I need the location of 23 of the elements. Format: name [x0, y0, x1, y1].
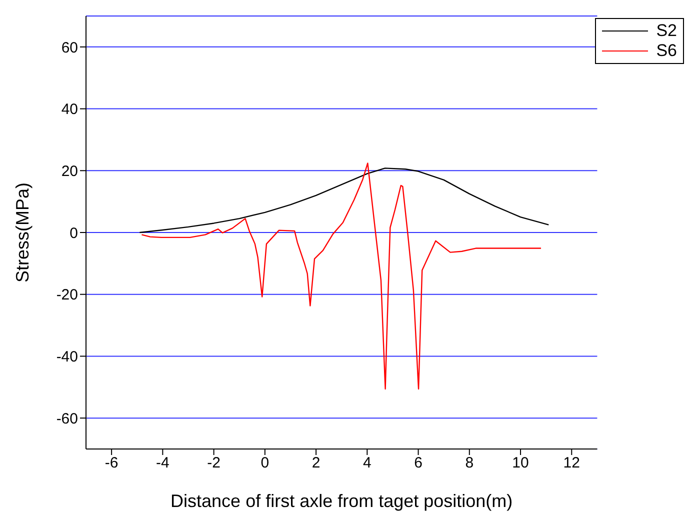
- line-series: [139, 168, 550, 234]
- x-tick-label: 4: [362, 454, 372, 472]
- legend-label: S6: [656, 41, 677, 61]
- legend-label: S2: [656, 21, 677, 41]
- x-tick-label: 8: [465, 454, 474, 472]
- x-tick-label: 0: [260, 454, 270, 472]
- y-tick-label: 0: [70, 224, 78, 242]
- y-axis-title: Stress(MPa): [12, 182, 32, 283]
- y-tick-label: -20: [56, 286, 78, 304]
- y-tick-label: 20: [61, 162, 78, 180]
- y-tick-label: 60: [61, 39, 78, 56]
- x-tick-label: -6: [104, 454, 118, 472]
- x-tick-label: 12: [563, 454, 580, 472]
- x-tick-label: 6: [414, 454, 422, 472]
- x-tick-label: 10: [512, 454, 529, 472]
- x-tick-label: 2: [312, 454, 320, 472]
- line-series: [141, 162, 542, 390]
- y-tick-label: 40: [61, 101, 78, 118]
- x-tick-label: -4: [156, 454, 170, 472]
- y-tick-label: -60: [56, 410, 78, 428]
- x-tick-label: -2: [207, 454, 220, 472]
- x-axis-title: Distance of first axle from taget position(m): [170, 491, 513, 511]
- y-tick-label: -40: [56, 348, 78, 366]
